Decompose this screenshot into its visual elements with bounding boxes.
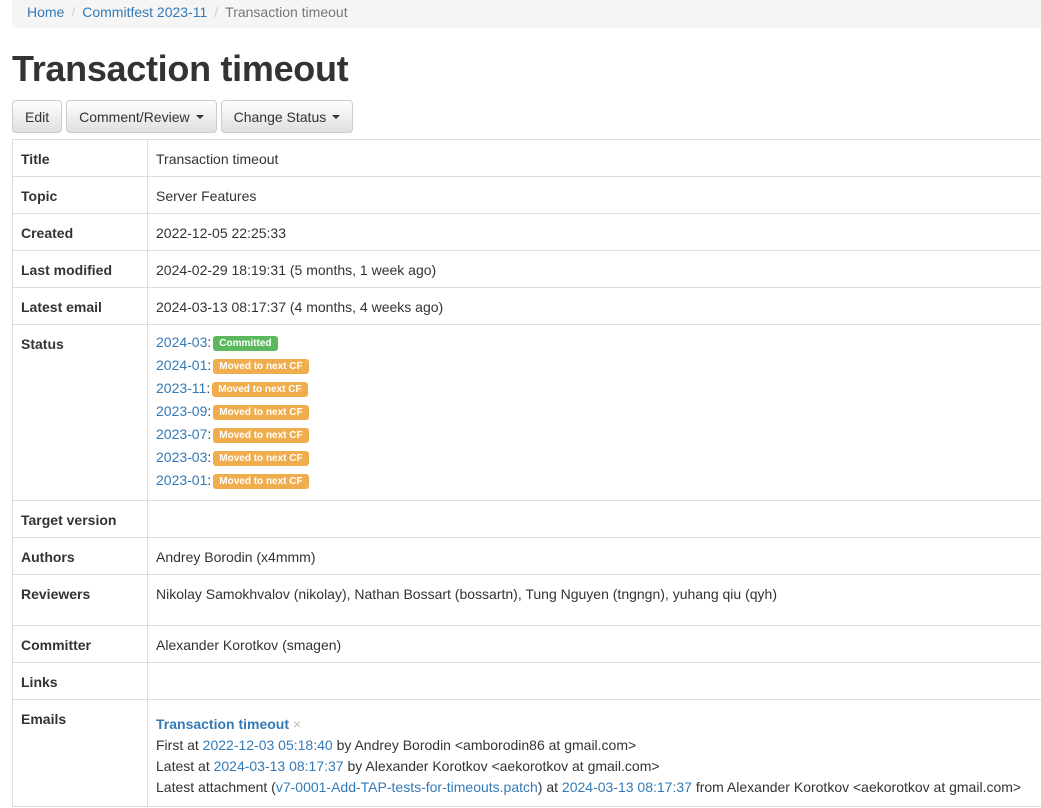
status-entry: 2023-07: Moved to next CF [156, 423, 1041, 446]
page-title: Transaction timeout [12, 48, 349, 89]
field-value: Andrey Borodin (x4mmm) [147, 537, 1041, 575]
field-value: Server Features [147, 176, 1041, 214]
attachment-link[interactable]: v7-0001-Add-TAP-tests-for-timeouts.patch [275, 779, 538, 795]
colon: : [207, 357, 212, 373]
close-icon[interactable]: × [293, 716, 302, 732]
comment-label: Comment/Review [79, 108, 190, 125]
attachment-date-link[interactable]: 2024-03-13 08:17:37 [561, 779, 692, 795]
field-value: 2022-12-05 22:25:33 [147, 213, 1041, 251]
field-label: Links [12, 662, 148, 700]
commitfest-link[interactable]: 2023-09 [156, 403, 208, 419]
status-entry: 2023-09: Moved to next CF [156, 400, 1041, 423]
status-badge: Moved to next CF [213, 451, 309, 466]
field-value: 2024-02-29 18:19:31 (5 months, 1 week ag… [147, 250, 1041, 288]
commitfest-link[interactable]: 2023-07 [156, 426, 208, 442]
status-badge: Moved to next CF [213, 474, 309, 489]
field-label: Status [12, 324, 148, 501]
edit-button[interactable]: Edit [12, 100, 63, 133]
field-value [147, 500, 1041, 538]
field-label: Topic [12, 176, 148, 214]
field-label: Created [12, 213, 148, 251]
caret-down-icon [332, 114, 341, 119]
status-entry: 2024-01: Moved to next CF [156, 354, 1041, 377]
row-title: Title Transaction timeout [12, 139, 1041, 177]
text: from Alexander Korotkov <aekorotkov at g… [695, 779, 1022, 795]
breadcrumb: Home / Commitfest 2023-11 / Transaction time… [12, 0, 1041, 28]
status-entry: 2024-03: Committed [156, 331, 1041, 354]
colon: : [207, 334, 212, 350]
commitfest-link[interactable]: 2024-03 [156, 334, 208, 350]
colon: : [207, 449, 212, 465]
status-entry: 2023-11: Moved to next CF [156, 377, 1041, 400]
comment-review-button[interactable]: Comment/Review [66, 100, 217, 133]
row-created: Created 2022-12-05 22:25:33 [12, 213, 1041, 251]
commitfest-link[interactable]: 2024-01 [156, 357, 208, 373]
email-thread-link[interactable]: Transaction timeout [156, 716, 290, 732]
field-label: Target version [12, 500, 148, 538]
text: by Alexander Korotkov <aekorotkov at gma… [347, 758, 660, 774]
commitfest-link[interactable]: 2023-11 [156, 380, 207, 396]
colon: : [207, 426, 212, 442]
emails-cell: Transaction timeout × First at 2022-12-03… [147, 699, 1041, 807]
row-status: Status 2024-03: Committed 2024-01: Moved to … [12, 324, 1041, 501]
field-value: Transaction timeout [147, 139, 1041, 177]
row-authors: Authors Andrey Borodin (x4mmm) [12, 537, 1041, 575]
field-label: Title [12, 139, 148, 177]
change-status-button[interactable]: Change Status [220, 100, 354, 133]
breadcrumb-current: Transaction timeout [225, 4, 348, 20]
status-history: 2024-03: Committed 2024-01: Moved to next C… [147, 324, 1041, 501]
edit-label: Edit [25, 108, 50, 125]
status-entry: 2023-03: Moved to next CF [156, 446, 1041, 469]
text: First at [156, 737, 199, 753]
first-email-link[interactable]: 2022-12-03 05:18:40 [202, 737, 333, 753]
toolbar: Edit Comment/Review Change Status [12, 100, 354, 133]
field-value: Nikolay Samokhvalov (nikolay), Nathan Bo… [147, 574, 1041, 626]
patch-details-table: Title Transaction timeout Topic Server Fea… [12, 139, 1041, 807]
text: ) at [537, 779, 559, 795]
status-badge: Moved to next CF [212, 382, 308, 397]
row-emails: Emails Transaction timeout × First at 202… [12, 699, 1041, 807]
colon: : [206, 380, 211, 396]
row-last-modified: Last modified 2024-02-29 18:19:31 (5 mont… [12, 250, 1041, 288]
row-topic: Topic Server Features [12, 176, 1041, 214]
colon: : [207, 403, 212, 419]
row-latest-email: Latest email 2024-03-13 08:17:37 (4 month… [12, 287, 1041, 325]
latest-email-link[interactable]: 2024-03-13 08:17:37 [213, 758, 344, 774]
breadcrumb-commitfest[interactable]: Commitfest 2023-11 [82, 4, 208, 20]
breadcrumb-separator: / [214, 4, 219, 20]
row-links: Links [12, 662, 1041, 700]
row-target-version: Target version [12, 500, 1041, 538]
colon: : [207, 472, 212, 488]
field-value: Alexander Korotkov (smagen) [147, 625, 1041, 663]
caret-down-icon [195, 114, 204, 119]
field-value [147, 662, 1041, 700]
breadcrumb-home[interactable]: Home [27, 4, 65, 20]
row-reviewers: Reviewers Nikolay Samokhvalov (nikolay), … [12, 574, 1041, 626]
field-label: Latest email [12, 287, 148, 325]
status-badge: Committed [213, 336, 278, 351]
field-label: Reviewers [12, 574, 148, 626]
field-label: Last modified [12, 250, 148, 288]
status-badge: Moved to next CF [213, 428, 309, 443]
field-label: Emails [12, 699, 148, 807]
status-badge: Moved to next CF [213, 359, 309, 374]
field-label: Committer [12, 625, 148, 663]
row-committer: Committer Alexander Korotkov (smagen) [12, 625, 1041, 663]
status-label: Change Status [233, 108, 327, 125]
commitfest-link[interactable]: 2023-01 [156, 472, 208, 488]
commitfest-link[interactable]: 2023-03 [156, 449, 208, 465]
field-label: Authors [12, 537, 148, 575]
field-value: 2024-03-13 08:17:37 (4 months, 4 weeks a… [147, 287, 1041, 325]
breadcrumb-separator: / [71, 4, 76, 20]
status-badge: Moved to next CF [213, 405, 309, 420]
text: by Andrey Borodin <amborodin86 at gmail.… [336, 737, 637, 753]
text: Latest at [156, 758, 210, 774]
text: Latest attachment ( [156, 779, 276, 795]
status-entry: 2023-01: Moved to next CF [156, 469, 1041, 492]
